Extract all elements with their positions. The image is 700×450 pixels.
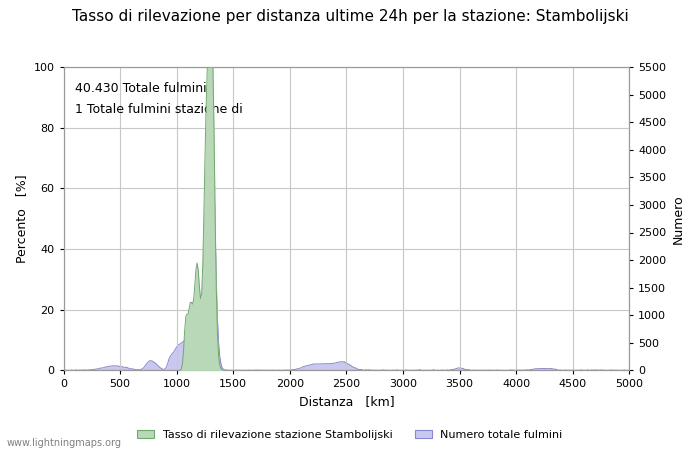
- Text: 40.430 Totale fulmini: 40.430 Totale fulmini: [75, 82, 206, 95]
- X-axis label: Distanza   [km]: Distanza [km]: [299, 395, 394, 408]
- Text: Tasso di rilevazione per distanza ultime 24h per la stazione: Stambolijski: Tasso di rilevazione per distanza ultime…: [71, 9, 629, 24]
- Y-axis label: Numero: Numero: [672, 194, 685, 243]
- Legend: Tasso di rilevazione stazione Stambolijski, Numero totale fulmini: Tasso di rilevazione stazione Stambolijs…: [133, 425, 567, 445]
- Text: www.lightningmaps.org: www.lightningmaps.org: [7, 438, 122, 448]
- Y-axis label: Percento   [%]: Percento [%]: [15, 175, 28, 263]
- Text: 1 Totale fulmini stazione di: 1 Totale fulmini stazione di: [75, 104, 243, 117]
